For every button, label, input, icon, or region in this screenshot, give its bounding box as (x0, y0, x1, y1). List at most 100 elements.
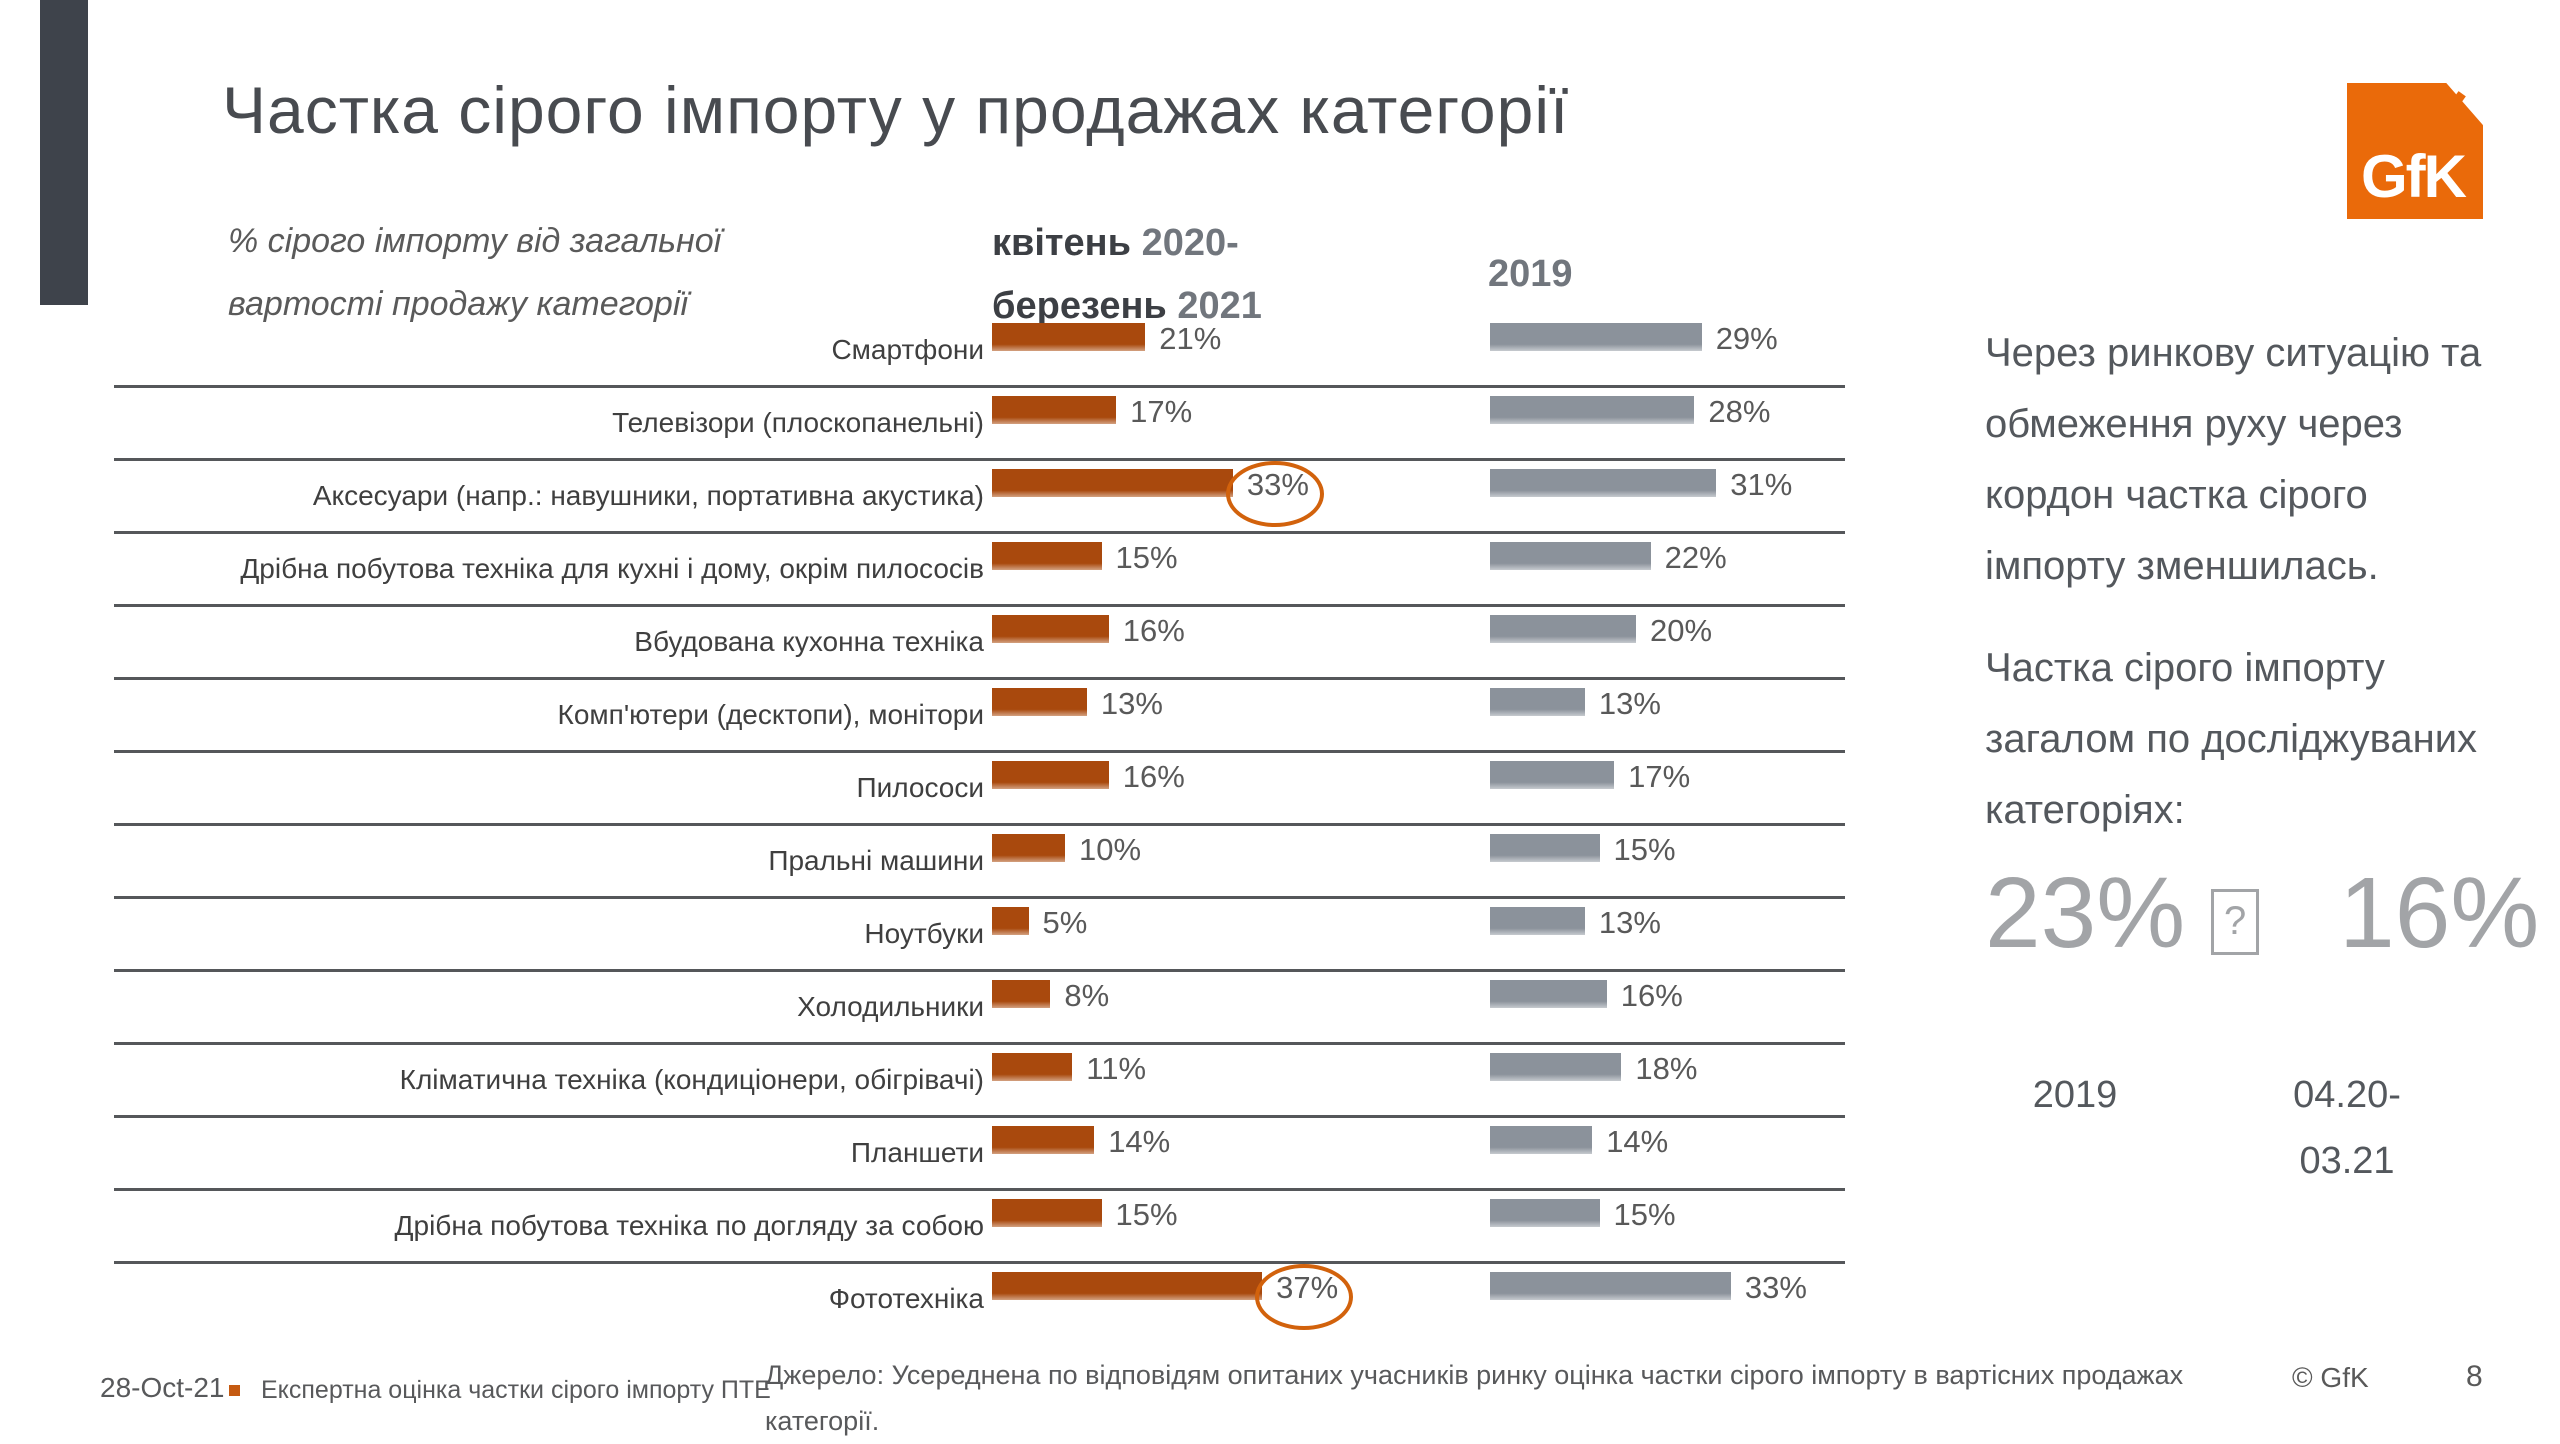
value-label-2019: 20% (1650, 613, 1713, 648)
bar-2021 (992, 980, 1051, 1008)
value-label-2019: 13% (1598, 686, 1661, 721)
value-label-2019: 14% (1606, 1124, 1669, 1159)
bar-2021 (992, 1199, 1102, 1227)
value-label-2019: 16% (1620, 978, 1683, 1013)
page-title: Частка сірого імпорту у продажах категор… (222, 73, 1570, 147)
bar-2021 (992, 542, 1102, 570)
category-label: Холодильники (797, 991, 984, 1022)
bar-2021 (992, 396, 1117, 424)
sidebar-comment: Через ринкову ситуацію та обмеження руху… (1985, 331, 2482, 588)
value-label-2021: 16% (1122, 613, 1185, 648)
bar-2021 (992, 1126, 1095, 1154)
bar-2021 (992, 469, 1233, 497)
gfk-logo: GfK (2347, 83, 2483, 219)
table-row: Пральні машини 10% 15% (114, 826, 1845, 899)
table-row: Фототехніка 37% 33% (114, 1264, 1845, 1337)
bar-2019 (1490, 1199, 1600, 1227)
copyright: © GfK (2292, 1362, 2369, 1393)
bar-2019 (1490, 761, 1615, 789)
bar-2019 (1490, 688, 1585, 716)
table-row: Холодильники 8% 16% (114, 972, 1845, 1045)
bar-2019 (1490, 323, 1702, 351)
category-label: Дрібна побутова техніка по догляду за со… (394, 1210, 984, 1241)
bar-2021 (992, 688, 1087, 716)
table-row: Планшети 14% 14% (114, 1118, 1845, 1191)
bar-2019 (1490, 469, 1717, 497)
category-label: Телевізори (плоскопанельні) (612, 407, 984, 438)
table-row: Ноутбуки 5% 13% (114, 899, 1845, 972)
arrow-placeholder-icon: ? (2211, 888, 2260, 955)
category-label: Планшети (850, 1137, 984, 1168)
bar-2021 (992, 1272, 1263, 1300)
period-year-1: 2020- (1141, 222, 1239, 264)
category-label: Кліматична техніка (кондиціонери, обігрі… (399, 1064, 984, 1095)
bar-2019 (1490, 834, 1600, 862)
category-label: Пральні машини (768, 845, 984, 876)
bar-2019 (1490, 1126, 1593, 1154)
value-label-2019: 33% (1744, 1270, 1807, 1305)
bar-2021 (992, 1053, 1073, 1081)
footnote-text: Експертна оцінка частки сірого імпорту П… (261, 1376, 771, 1404)
table-row: Вбудована кухонна техніка 16% 20% (114, 607, 1845, 680)
bar-2019 (1490, 1272, 1731, 1300)
value-label-2021: 15% (1115, 1197, 1178, 1232)
footnote-bullet-icon (229, 1385, 240, 1396)
bar-2021 (992, 615, 1109, 643)
table-row: Телевізори (плоскопанельні) 17% 28% (114, 388, 1845, 461)
table-row: Аксесуари (напр.: навушники, портативна … (114, 461, 1845, 534)
value-label-2019: 15% (1613, 832, 1676, 867)
highlight-circle-icon (1225, 461, 1324, 527)
category-label: Смартфони (831, 334, 984, 365)
summary-value-2019: 23% (1985, 857, 2186, 969)
value-label-2021: 21% (1159, 321, 1222, 356)
source-text: Джерело: Усереднена по відповідям опитан… (765, 1360, 2184, 1436)
slide-date: 28-Oct-21 (100, 1372, 225, 1403)
page-number: 8 (2466, 1360, 2483, 1393)
grey-import-bar-chart: Смартфони 21% 29% Телевізори (плоскопане… (114, 315, 1845, 1337)
column-header-period-2021: квітень 2020- березень 2021 (992, 212, 1262, 338)
value-label-2021: 16% (1122, 759, 1185, 794)
value-label-2019: 22% (1664, 540, 1727, 575)
slide-corner-accent-bar (40, 0, 88, 305)
category-label: Вбудована кухонна техніка (634, 626, 984, 657)
period-word-1: квітень (992, 222, 1131, 264)
value-label-2021: 17% (1130, 394, 1193, 429)
bar-2019 (1490, 396, 1695, 424)
table-row: Комп'ютери (десктопи), монітори 13% 13% (114, 680, 1845, 753)
summary-label-2019: 2019 (2032, 1074, 2118, 1116)
highlight-circle-icon (1255, 1264, 1354, 1330)
value-label-2019: 28% (1708, 394, 1771, 429)
category-label: Аксесуари (напр.: навушники, портативна … (312, 480, 984, 511)
summary-values: 23% ? 16% (1985, 856, 2539, 971)
value-label-2019: 13% (1598, 905, 1661, 940)
value-label-2021: 15% (1115, 540, 1178, 575)
value-label-2021: 11% (1086, 1051, 1147, 1086)
bar-2019 (1490, 907, 1585, 935)
bar-2021 (992, 834, 1065, 862)
value-label-2021: 5% (1042, 905, 1088, 940)
table-row: Кліматична техніка (кондиціонери, обігрі… (114, 1045, 1845, 1118)
period-year-2: 2021 (1177, 285, 1262, 327)
category-label: Комп'ютери (десктопи), монітори (557, 699, 984, 730)
bar-2019 (1490, 1053, 1622, 1081)
bar-2021 (992, 323, 1146, 351)
value-label-2021: 13% (1100, 686, 1163, 721)
table-row: Дрібна побутова техніка для кухні і дому… (114, 534, 1845, 607)
summary-label-2021: 04.20- 03.21 (2293, 1074, 2401, 1182)
category-label: Ноутбуки (864, 918, 984, 949)
column-header-line2: березень 2021 (992, 275, 1262, 338)
table-row: Смартфони 21% 29% (114, 315, 1845, 388)
gfk-logo-text: GfK (2361, 143, 2467, 210)
value-label-2019: 17% (1628, 759, 1691, 794)
value-label-2021: 10% (1079, 832, 1142, 867)
bar-2019 (1490, 615, 1636, 643)
column-header-period-2019: 2019 (1488, 253, 1573, 295)
period-word-2: березень (992, 285, 1167, 327)
sidebar-summary-intro: Частка сірого імпорту загалом по дослідж… (1985, 646, 2478, 832)
value-label-2019: 29% (1715, 321, 1778, 356)
column-header-line1: квітень 2020- (992, 212, 1262, 275)
category-label: Пилососи (856, 772, 984, 803)
value-label-2019: 31% (1730, 467, 1793, 502)
category-label: Фототехніка (828, 1283, 984, 1314)
bar-2019 (1490, 980, 1607, 1008)
